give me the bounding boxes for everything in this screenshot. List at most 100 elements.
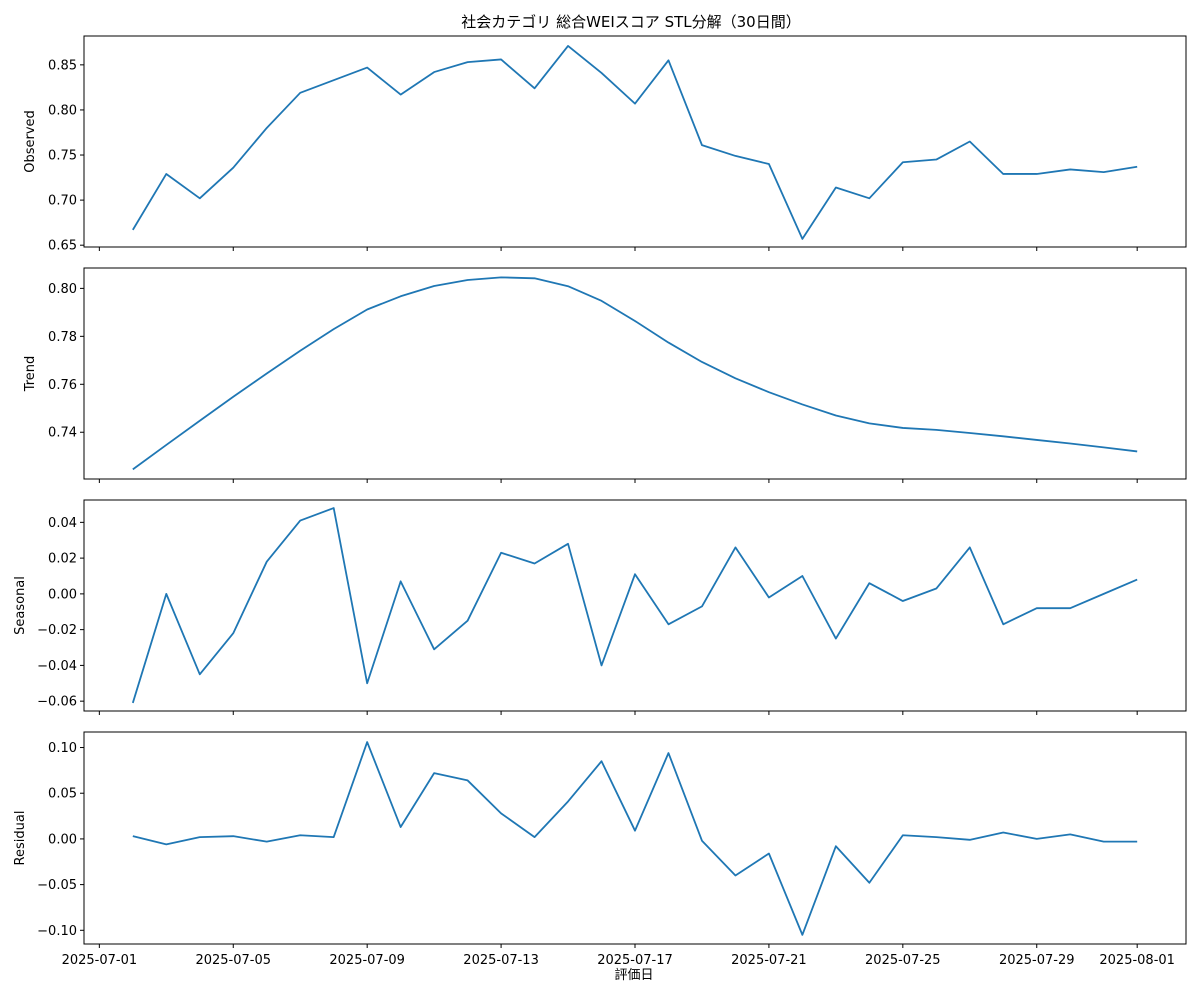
data-point: [333, 507, 335, 509]
data-point: [969, 432, 971, 434]
data-point: [467, 620, 469, 622]
y-tick-label: 0.02: [48, 552, 77, 567]
data-point: [165, 593, 167, 595]
data-point: [467, 279, 469, 281]
data-point: [634, 830, 636, 832]
data-point: [701, 144, 703, 146]
data-point: [768, 853, 770, 855]
data-point: [400, 295, 402, 297]
data-point: [902, 600, 904, 602]
data-point: [935, 588, 937, 590]
data-point: [601, 300, 603, 302]
data-point: [935, 836, 937, 838]
data-point: [835, 414, 837, 416]
x-tick-label: 2025-07-09: [329, 953, 405, 968]
data-point: [734, 155, 736, 157]
data-point: [165, 843, 167, 845]
data-point: [969, 839, 971, 841]
data-point: [1136, 450, 1138, 452]
y-tick-label: 0.78: [48, 330, 77, 345]
data-point: [400, 580, 402, 582]
data-point: [232, 632, 234, 634]
data-point: [366, 682, 368, 684]
data-point: [433, 285, 435, 287]
data-point: [734, 377, 736, 379]
data-point: [299, 350, 301, 352]
y-tick-label: 0.80: [48, 282, 77, 297]
data-point: [868, 882, 870, 884]
data-point: [1069, 443, 1071, 445]
data-point: [567, 285, 569, 287]
data-point: [467, 779, 469, 781]
data-point: [366, 741, 368, 743]
data-point: [333, 328, 335, 330]
data-point: [199, 420, 201, 422]
data-point: [634, 320, 636, 322]
data-point: [734, 546, 736, 548]
data-point: [500, 812, 502, 814]
data-point: [534, 277, 536, 279]
data-point: [299, 520, 301, 522]
data-point: [132, 835, 134, 837]
panel-trend: 0.74 0.76 0.78 0.80 Trend: [23, 267, 1187, 483]
y-tick-label: 0.65: [48, 239, 77, 254]
y-tick-label: 0.76: [48, 378, 77, 393]
data-point: [266, 373, 268, 375]
data-point: [1069, 168, 1071, 170]
data-point: [1103, 593, 1105, 595]
data-point: [232, 396, 234, 398]
x-tick-label: 2025-07-13: [463, 953, 539, 968]
data-point: [902, 161, 904, 163]
y-tick-label: 0.00: [48, 587, 77, 602]
y-tick-label: 0.80: [48, 103, 77, 118]
series-line-residual: [132, 741, 1138, 936]
data-point: [199, 673, 201, 675]
data-point: [868, 197, 870, 199]
series-line-seasonal: [131, 507, 1138, 704]
chart-title: 社会カテゴリ 総合WEIスコア STL分解（30日間）: [461, 13, 800, 31]
panel-seasonal: −0.06 −0.04 −0.02 0.00 0.02 0.04 Seasonal: [13, 499, 1187, 715]
data-point: [266, 127, 268, 129]
data-point: [199, 836, 201, 838]
x-tick-label: 2025-07-29: [999, 953, 1075, 968]
y-tick-label: 0.10: [48, 741, 77, 756]
data-point: [1136, 579, 1138, 581]
panels: 0.65 0.70 0.75 0.80 0.85 Observed 0.74 0.76 0.78…: [13, 35, 1187, 968]
x-tick-label: 2025-08-01: [1099, 953, 1175, 968]
data-point: [333, 79, 335, 81]
y-tick-label: −0.06: [37, 695, 77, 710]
y-axis-title: Observed: [23, 110, 38, 173]
panel-observed: 0.65 0.70 0.75 0.80 0.85 Observed: [23, 35, 1187, 254]
data-point: [768, 391, 770, 393]
panel-residual: −0.10 −0.05 0.00 0.05 0.10 2025-07-01 2025-07-…: [13, 731, 1187, 968]
data-point: [232, 167, 234, 169]
data-point: [969, 141, 971, 143]
data-point: [1103, 446, 1105, 448]
data-point: [299, 92, 301, 94]
data-point: [701, 361, 703, 363]
data-point: [734, 874, 736, 876]
x-tick-label: 2025-07-01: [62, 953, 138, 968]
data-point: [1136, 841, 1138, 843]
data-point: [433, 648, 435, 650]
y-tick-label: 0.04: [48, 516, 77, 531]
data-point: [567, 543, 569, 545]
y-tick-label: 0.00: [48, 832, 77, 847]
x-tick-label: 2025-07-17: [597, 953, 673, 968]
data-point: [366, 308, 368, 310]
y-tick-label: 0.85: [48, 58, 77, 73]
data-point: [868, 582, 870, 584]
y-axis-title: Seasonal: [13, 576, 28, 635]
data-point: [1069, 607, 1071, 609]
y-tick-label: 0.74: [48, 426, 77, 441]
x-tick-label: 2025-07-25: [865, 953, 941, 968]
data-point: [868, 422, 870, 424]
data-point: [801, 403, 803, 405]
data-point: [366, 67, 368, 69]
data-point: [801, 575, 803, 577]
data-point: [835, 638, 837, 640]
data-point: [701, 840, 703, 842]
y-tick-label: 0.05: [48, 787, 77, 802]
data-point: [299, 834, 301, 836]
